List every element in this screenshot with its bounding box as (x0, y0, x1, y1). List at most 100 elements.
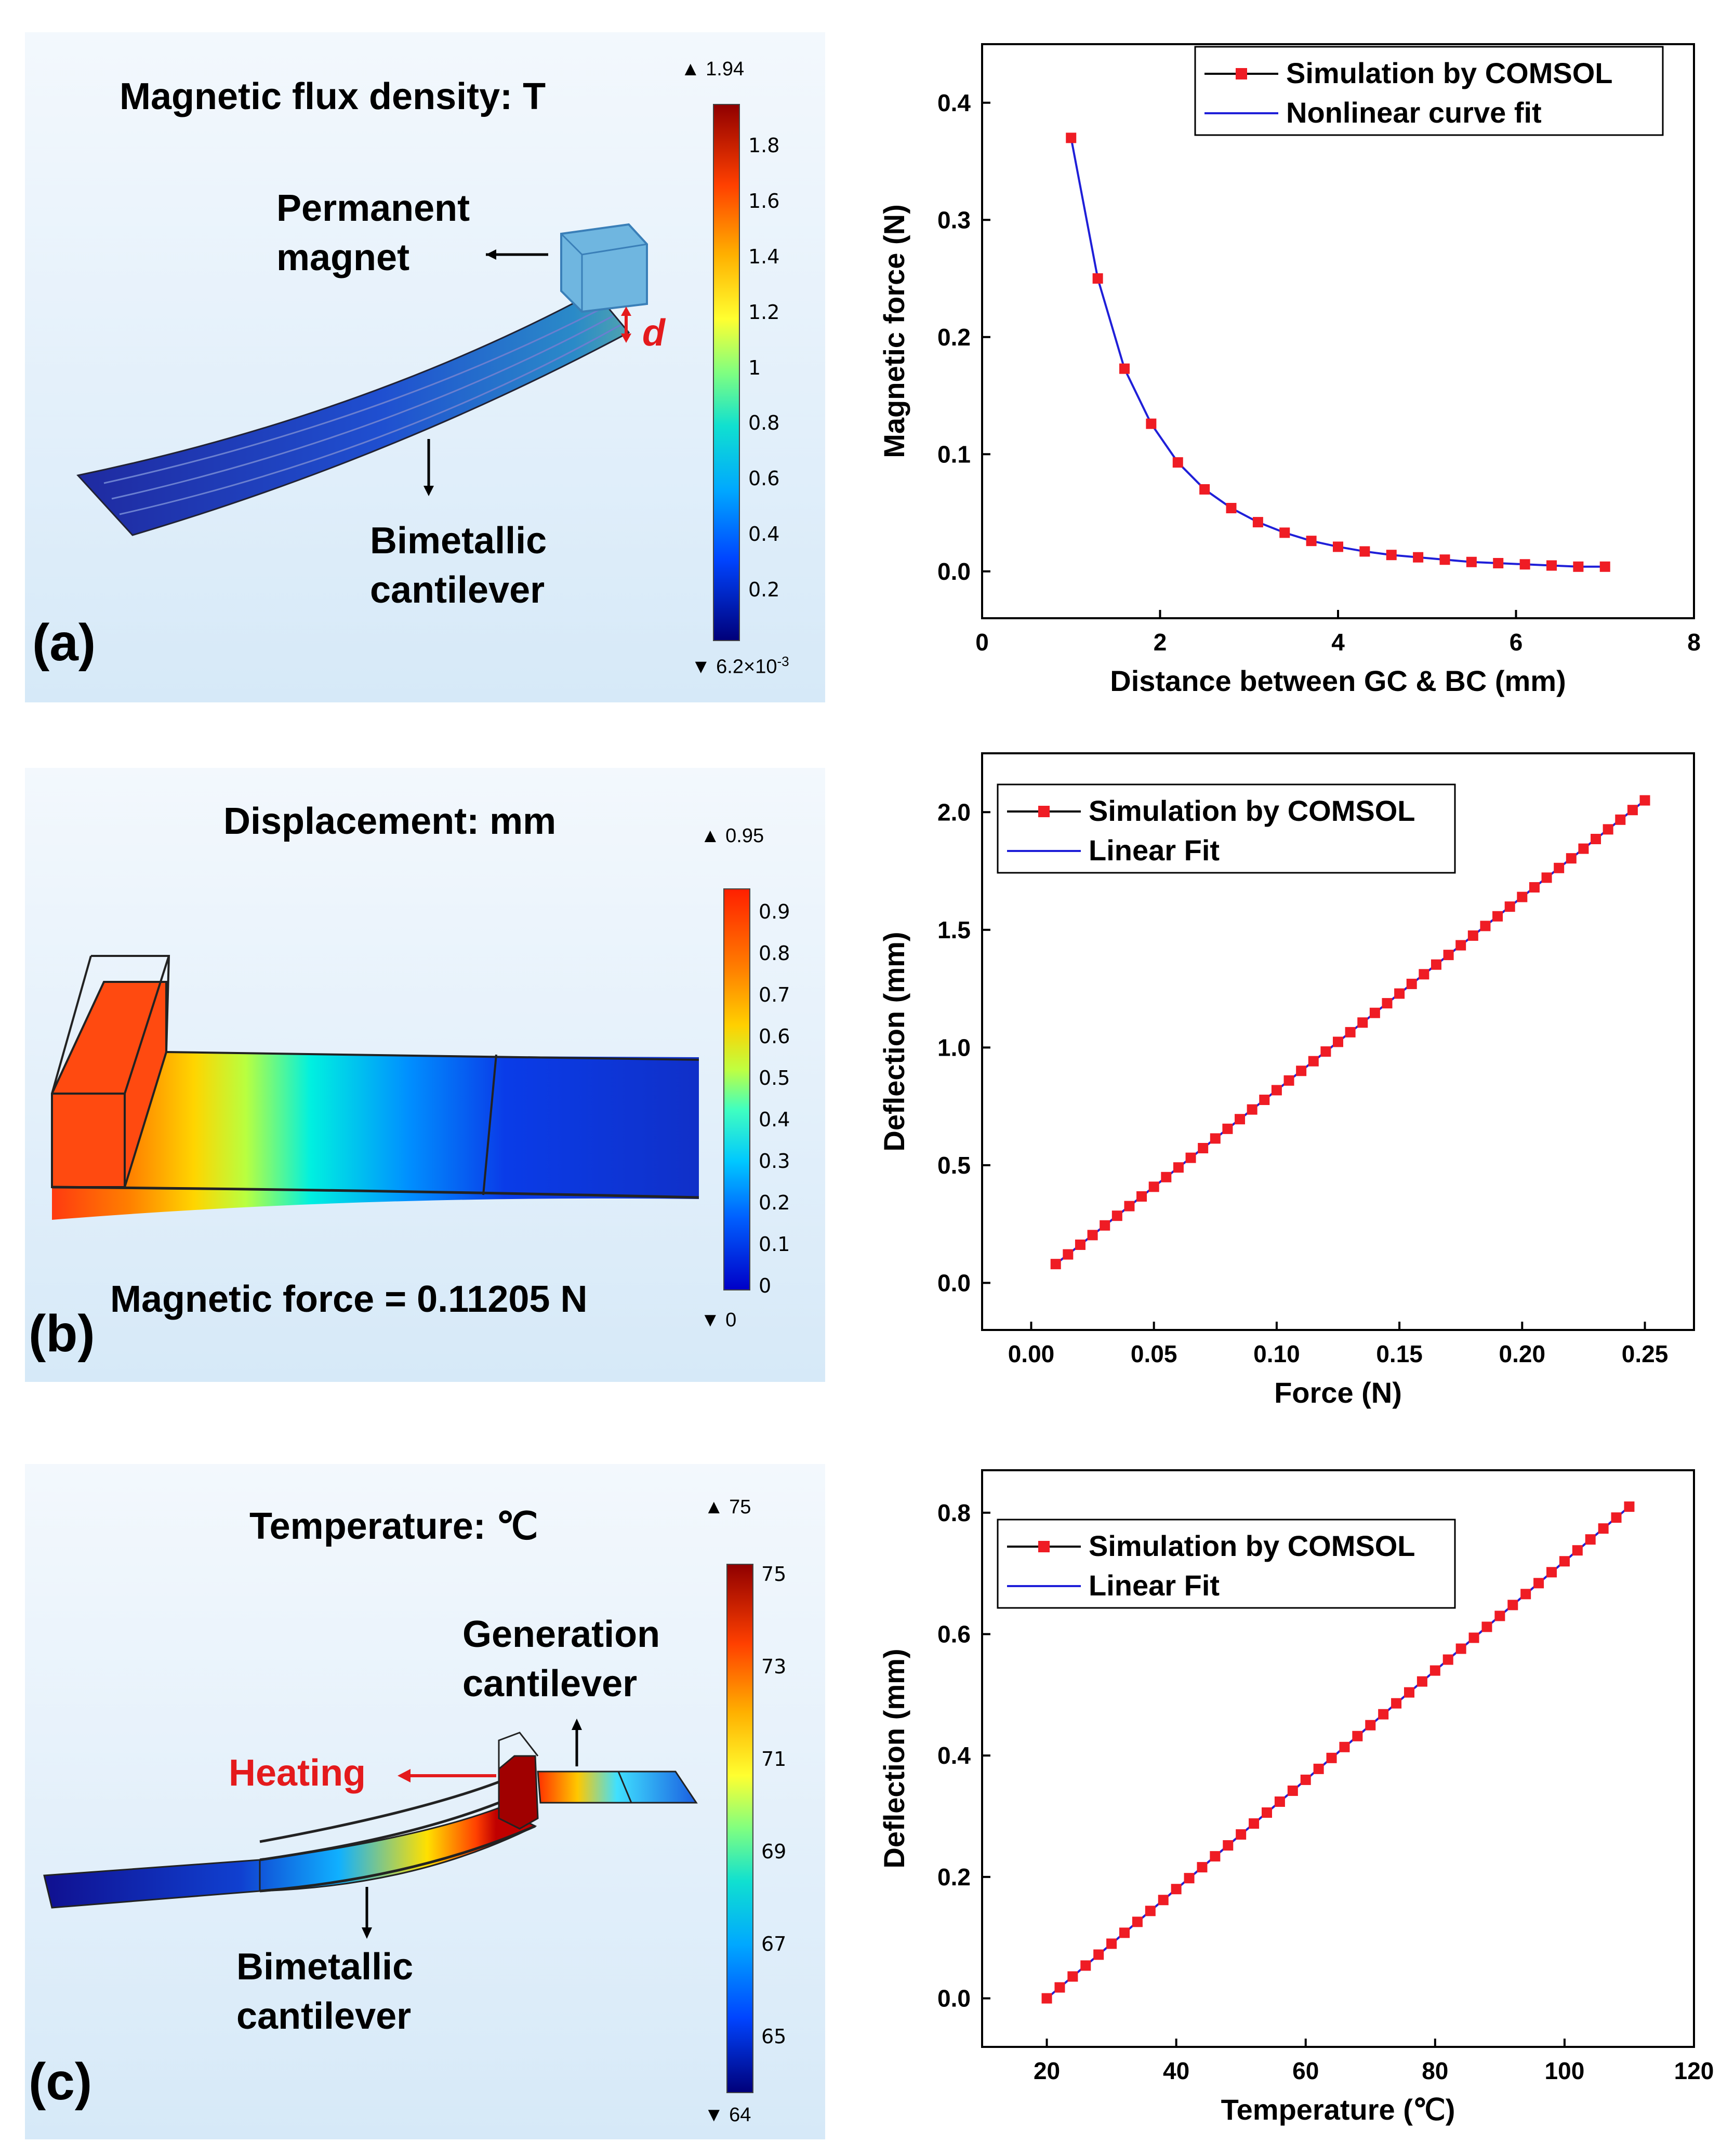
y-tick-label: 0.4 (937, 89, 971, 116)
data-point (1171, 1884, 1182, 1895)
data-point (1259, 1095, 1270, 1106)
colorbar-tick-label: 1.6 (748, 189, 780, 212)
data-point (1054, 1982, 1065, 1993)
data-point (1443, 950, 1454, 961)
colorbar-min-value: 0 (725, 1309, 737, 1331)
data-point (1546, 560, 1557, 571)
colorbar-tick-label: 1.8 (748, 134, 780, 157)
data-point (1493, 558, 1504, 569)
data-point (1345, 1027, 1356, 1037)
panel-b-colorbar-max: ▲ 0.95 (700, 825, 764, 847)
y-tick-label: 0.4 (937, 1742, 971, 1769)
panel-b-title: Displacement: mm (223, 801, 557, 842)
panel-b-colorbar-min: ▼ 0 (700, 1309, 736, 1332)
data-point (1148, 1181, 1159, 1192)
colorbar-tick-label: 1 (748, 356, 761, 379)
legend-sim-label: Simulation by COMSOL (1089, 794, 1415, 827)
x-tick-label: 120 (1674, 2057, 1714, 2084)
data-point (1279, 527, 1290, 538)
data-point (1519, 559, 1530, 570)
data-point (1271, 1085, 1282, 1096)
data-point (1092, 273, 1103, 284)
colorbar-tick-label: 0.7 (759, 983, 790, 1006)
permanent-magnet-label-line2: magnet (276, 237, 410, 278)
data-point (1365, 1720, 1376, 1731)
colorbar-tick-label: 75 (761, 1563, 787, 1586)
chart-deflection-vs-force: 0.00 0.05 0.10 0.15 0.20 0.25 0.0 0.5 1.0 1.5 2.0 F… (878, 752, 1695, 1409)
x-axis-label: Distance between GC & BC (mm) (1110, 664, 1566, 697)
generation-label-line1: Generation (462, 1614, 660, 1655)
data-point (1185, 1152, 1196, 1163)
x-axis-label: Force (N) (1274, 1376, 1402, 1409)
x-tick-label: 6 (1510, 629, 1523, 656)
colorbar-tick-label: 0.2 (748, 578, 780, 601)
colorbar-tick-label: 0.5 (759, 1067, 790, 1089)
x-tick-label: 0.20 (1499, 1340, 1546, 1367)
data-point (1087, 1230, 1098, 1241)
colorbar-min-value: 6.2×10 (716, 656, 777, 678)
heating-label: Heating (229, 1752, 366, 1794)
data-point (1197, 1862, 1208, 1873)
data-point (1598, 1523, 1609, 1534)
data-point (1136, 1191, 1147, 1202)
data-point (1172, 457, 1183, 468)
legend-fit-label: Linear Fit (1089, 834, 1220, 867)
panel-a-colorbar-min: ▼ 6.2×10-3 (691, 654, 789, 678)
data-point (1455, 940, 1466, 951)
colorbar-tick-label: 0.8 (759, 942, 790, 965)
legend-fit-label: Linear Fit (1089, 1569, 1220, 1602)
data-point (1198, 1143, 1209, 1154)
fit-line (1046, 1506, 1630, 2000)
data-point (1494, 1611, 1505, 1621)
colorbar-min-exponent: -3 (777, 654, 789, 669)
data-point (1287, 1785, 1298, 1796)
data-point (1199, 484, 1210, 495)
x-tick-label: 4 (1331, 629, 1345, 656)
data-point (1080, 1960, 1091, 1971)
colorbar-tick-label: 0.1 (759, 1233, 790, 1256)
data-point (1572, 1545, 1583, 1556)
data-point (1146, 418, 1157, 429)
y-tick-label: 1.0 (937, 1034, 971, 1061)
max-triangle-icon: ▲ (700, 825, 726, 847)
panel-a-colorbar (713, 104, 740, 641)
data-point (1566, 853, 1577, 864)
data-point (1041, 1993, 1052, 2004)
data-point (1492, 911, 1503, 922)
chart-magnetic-force-vs-distance: 0 2 4 6 8 0.0 0.1 0.2 0.3 0.4 Distance between GC … (878, 43, 1701, 697)
panel-c-colorbar-max: ▲ 75 (704, 1496, 751, 1519)
max-triangle-icon: ▲ (704, 1496, 730, 1518)
y-tick-label: 0.0 (937, 1269, 971, 1296)
gap-d-label: d (642, 312, 665, 354)
x-tick-label: 2 (1154, 629, 1167, 656)
deflected-beam-shape (52, 1052, 699, 1220)
colorbar-tick-label: 0.6 (759, 1025, 790, 1048)
panel-a-colorbar-max: ▲ 1.94 (681, 58, 744, 81)
data-point (1063, 1249, 1074, 1260)
panel-a-title: Magnetic flux density: T (120, 76, 546, 117)
data-point (1210, 1133, 1221, 1144)
panel-a-label: (a) (32, 614, 96, 672)
colorbar-tick-label: 73 (761, 1655, 787, 1678)
data-point (1439, 554, 1450, 565)
data-point (1119, 363, 1130, 374)
colorbar-max-value: 0.95 (725, 825, 764, 847)
data-point (1223, 1840, 1234, 1851)
data-point (1247, 1104, 1257, 1115)
y-tick-label: 0.5 (937, 1152, 971, 1179)
data-point (1578, 843, 1589, 854)
y-tick-label: 0.0 (937, 558, 971, 585)
colorbar-tick-label: 0.3 (759, 1150, 790, 1173)
min-triangle-icon: ▼ (691, 656, 717, 678)
data-point (1313, 1763, 1324, 1774)
legend-sim-marker (1038, 1541, 1050, 1552)
data-point (1573, 561, 1584, 572)
panel-a-simulation (25, 32, 825, 702)
data-point (1226, 503, 1237, 514)
data-point (1481, 1621, 1492, 1632)
data-point (1145, 1906, 1156, 1917)
panel-c-colorbar-min: ▼ 64 (704, 2104, 751, 2126)
colorbar-tick-label: 0 (759, 1274, 772, 1297)
heated-magnet-shape (498, 1755, 539, 1830)
data-point (1554, 862, 1565, 873)
